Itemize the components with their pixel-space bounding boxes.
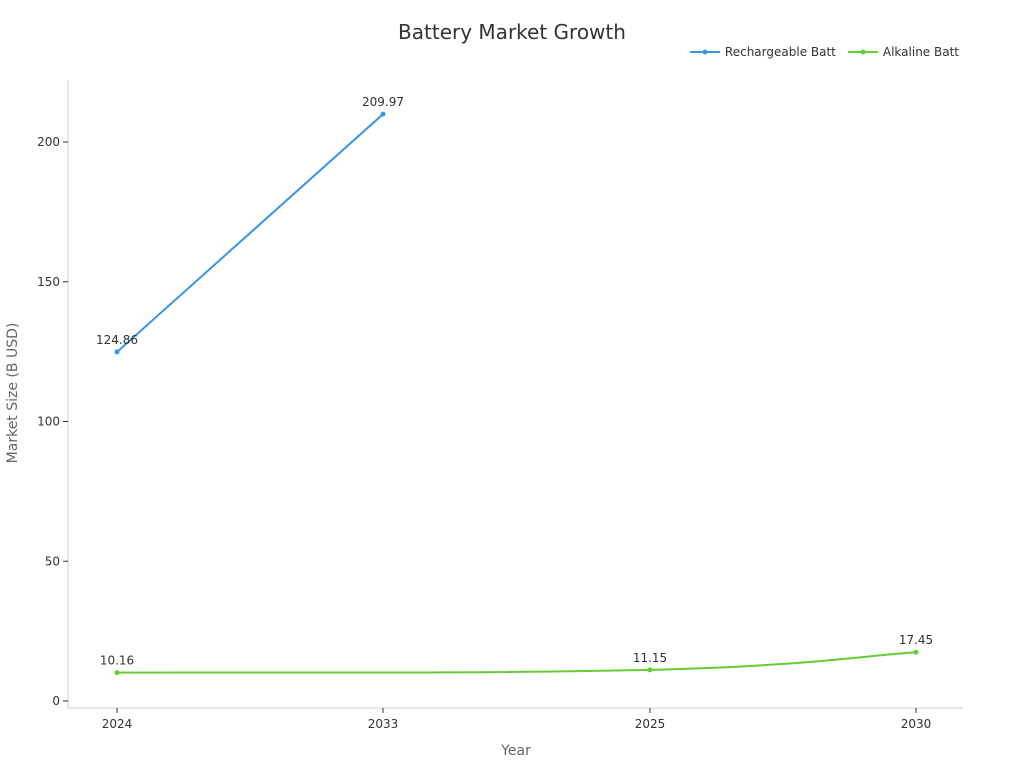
x-tick-label: 2030	[901, 717, 932, 731]
legend-label-rechargeable: Rechargeable Batt	[724, 45, 836, 59]
legend: Rechargeable Batt Alkaline Batt	[689, 45, 959, 59]
series-line-0	[116, 113, 384, 353]
legend-item-rechargeable[interactable]: Rechargeable Batt	[689, 45, 836, 59]
y-tick-label: 150	[37, 275, 60, 289]
series-line-1	[116, 651, 917, 674]
x-axis-label: Year	[501, 743, 531, 759]
legend-label-alkaline: Alkaline Batt	[882, 45, 959, 59]
x-tick-label: 2033	[368, 717, 399, 731]
legend-swatch-alkaline	[847, 49, 878, 55]
data-label: 17.45	[899, 633, 933, 647]
legend-swatch-rechargeable	[689, 49, 720, 55]
chart-title: Battery Market Growth	[398, 20, 626, 44]
y-tick-label: 0	[52, 694, 60, 708]
y-tick-label: 200	[37, 135, 60, 149]
data-point	[647, 667, 653, 673]
data-point	[913, 649, 919, 655]
data-point	[380, 111, 386, 117]
data-point	[114, 349, 120, 355]
data-label: 10.16	[100, 654, 134, 668]
data-point	[114, 670, 120, 676]
y-tick-label: 100	[37, 415, 60, 429]
data-label: 209.97	[362, 95, 404, 109]
y-tick-label: 50	[45, 554, 60, 568]
data-label: 11.15	[633, 651, 667, 665]
x-tick-label: 2024	[102, 717, 133, 731]
x-tick-label: 2025	[635, 717, 666, 731]
legend-item-alkaline[interactable]: Alkaline Batt	[847, 45, 959, 59]
data-label: 124.86	[96, 333, 138, 347]
